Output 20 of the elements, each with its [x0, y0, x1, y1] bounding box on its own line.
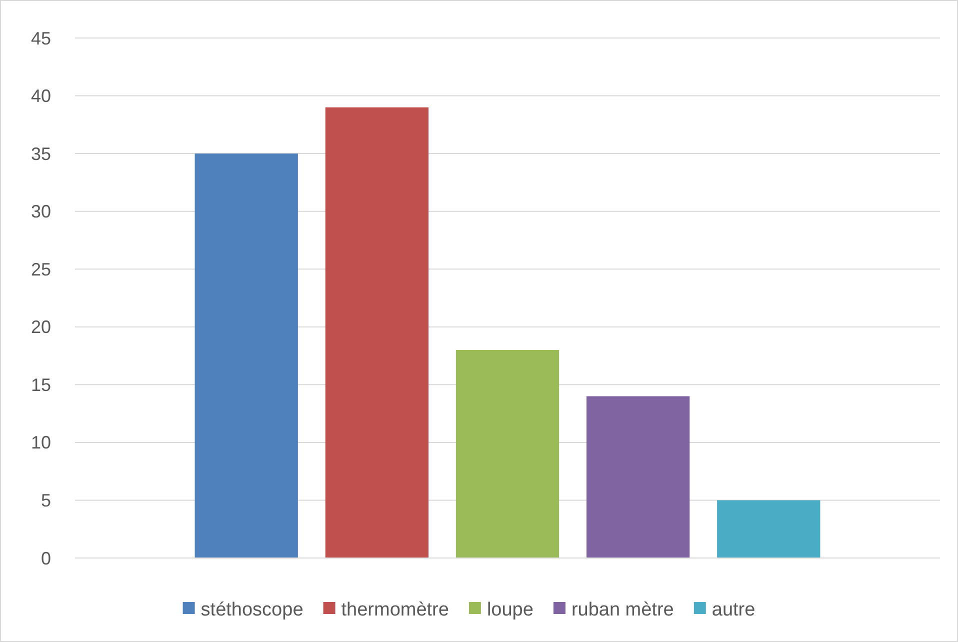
bar	[194, 154, 298, 558]
y-tick-label: 25	[30, 259, 51, 280]
y-tick-label: 45	[30, 28, 51, 48]
legend-label: thermomètre	[341, 600, 449, 621]
y-tick-label: 10	[30, 432, 51, 453]
legend-label: autre	[712, 600, 756, 621]
legend-label: stéthoscope	[200, 600, 304, 621]
y-tick-label: 35	[30, 144, 51, 164]
y-tick-label: 40	[30, 86, 51, 106]
bar	[456, 350, 560, 558]
y-tick-label: 5	[40, 490, 51, 511]
y-tick-label: 30	[30, 202, 51, 222]
legend-label: ruban mètre	[571, 600, 674, 621]
y-tick-label: 0	[40, 548, 51, 568]
legend-label: loupe	[486, 600, 534, 621]
bar	[586, 396, 690, 558]
y-tick-label: 20	[30, 317, 51, 338]
bar	[717, 500, 820, 558]
y-tick-label: 15	[30, 374, 51, 395]
bar	[325, 107, 429, 558]
